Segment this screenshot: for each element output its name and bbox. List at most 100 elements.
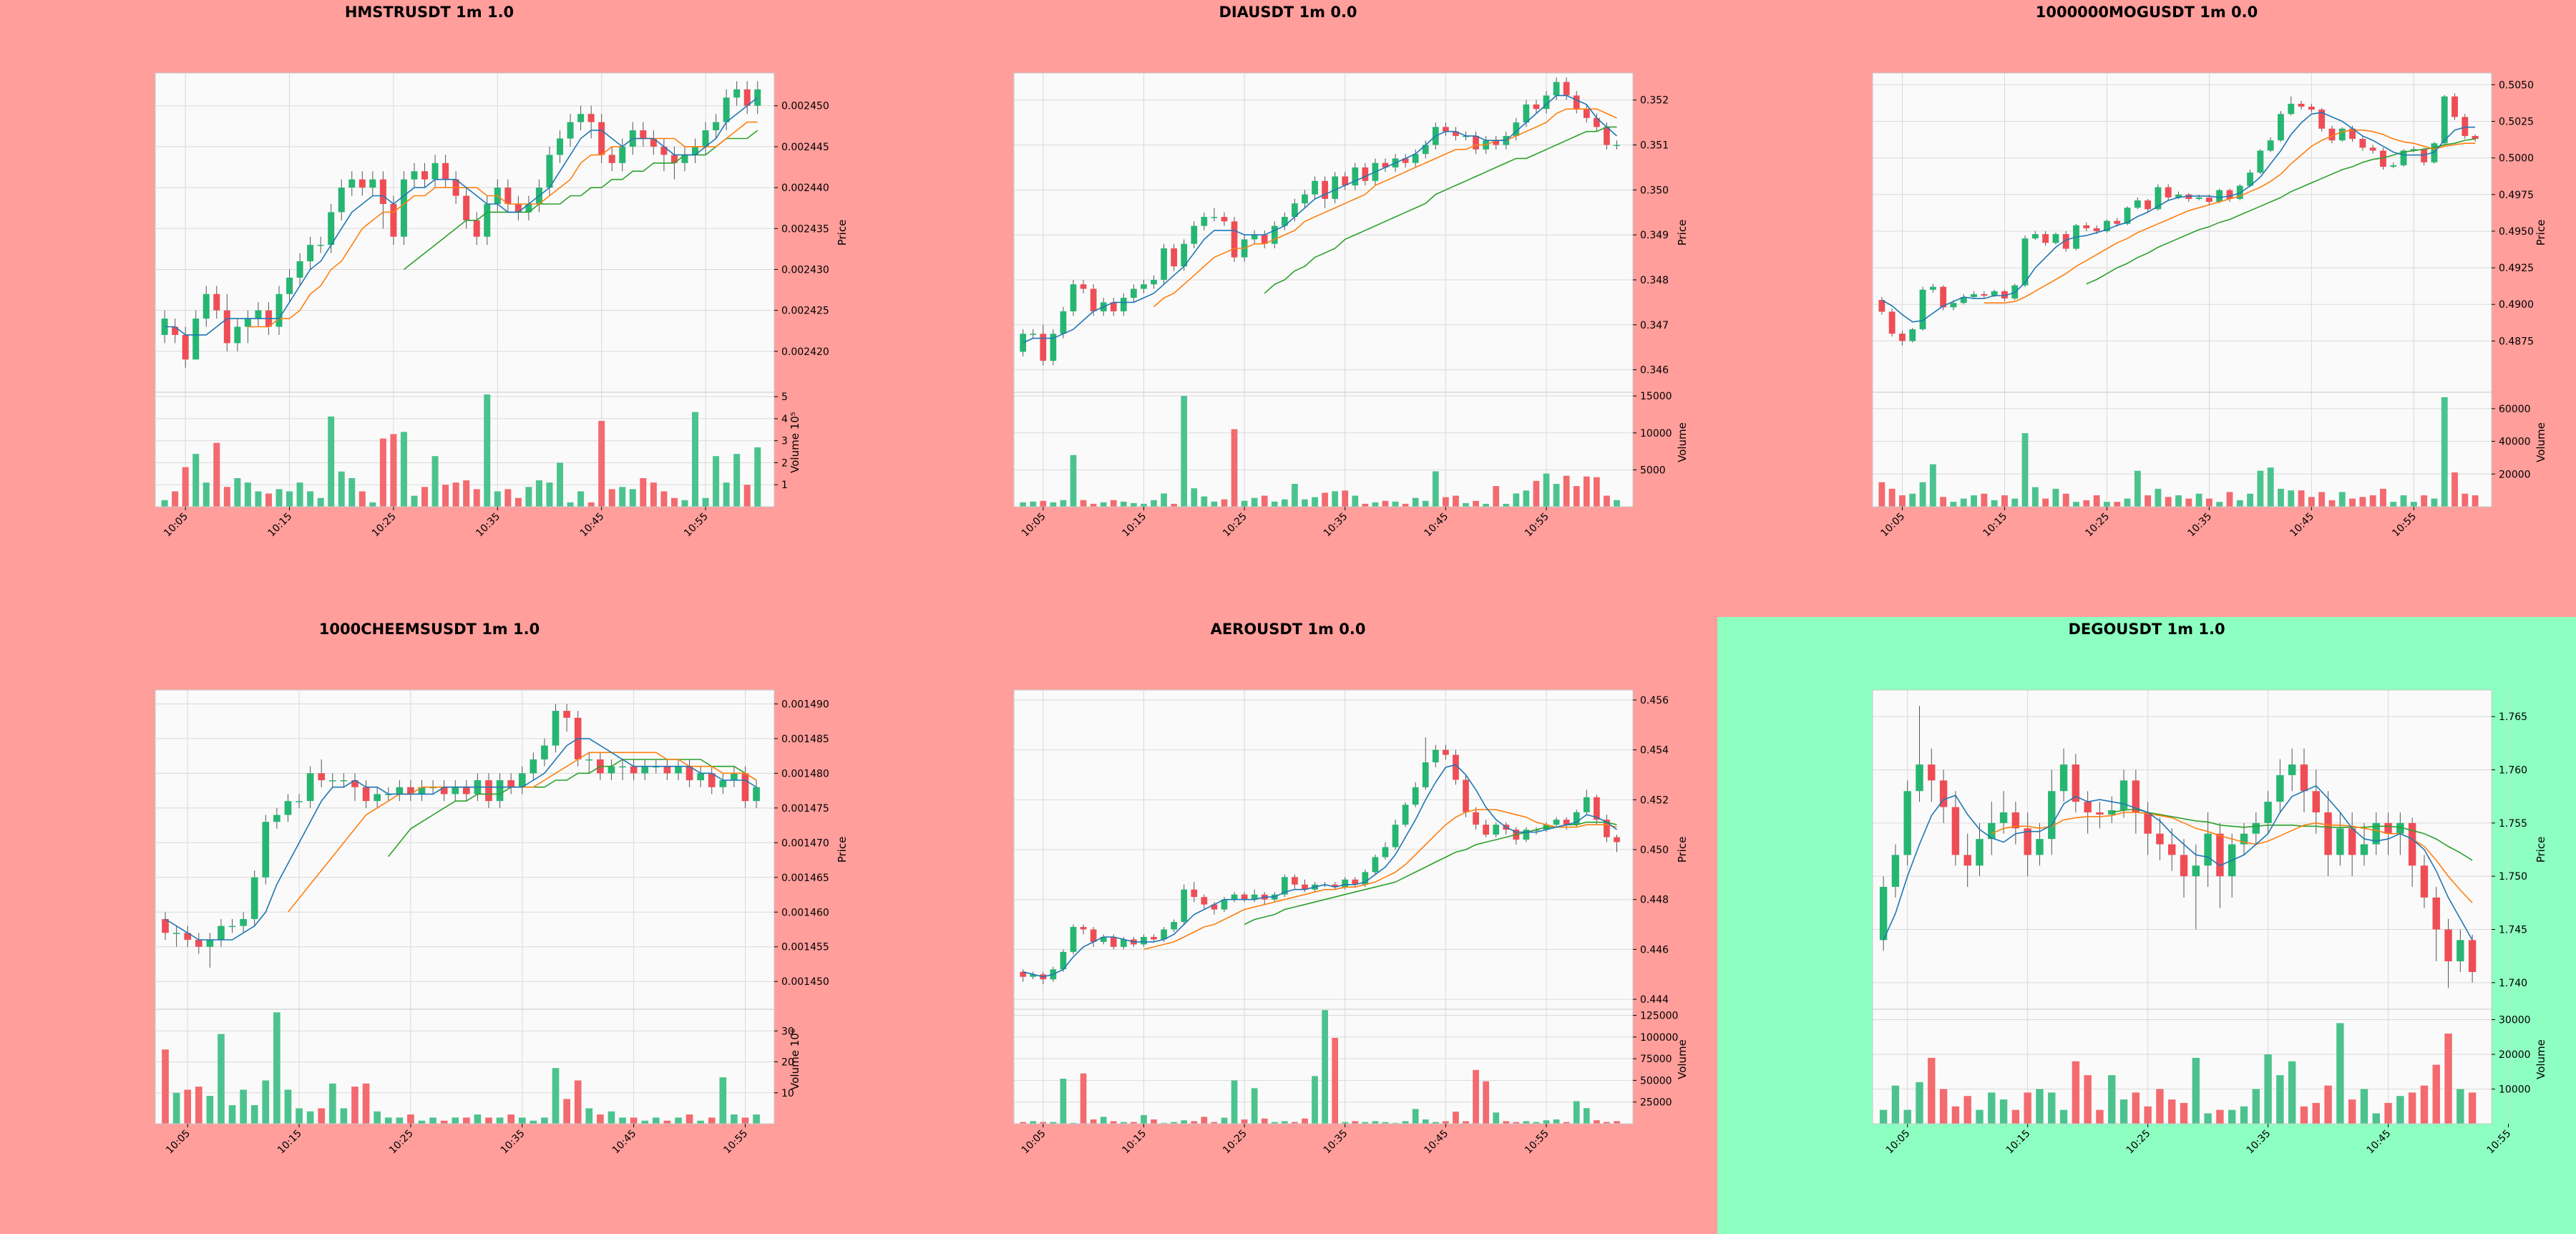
ma-slow-line — [1264, 126, 1617, 294]
candle-body — [2084, 802, 2092, 812]
volume-bar — [2298, 490, 2305, 507]
volume-bar — [702, 497, 709, 507]
candle-body — [213, 293, 220, 311]
vol-tick-label: 5 — [781, 392, 788, 403]
volume-axis-label: Volume 10⁶ — [789, 1029, 801, 1090]
x-tick-label: 10:45 — [2288, 511, 2316, 540]
y-tick-label: 0.002440 — [781, 183, 829, 194]
volume-bar — [1971, 495, 1977, 507]
x-tick-label: 10:05 — [1884, 1128, 1913, 1157]
volume-bar — [2390, 502, 2397, 507]
volume-bar — [262, 1080, 270, 1124]
volume-bar — [184, 1089, 192, 1124]
volume-bar — [2338, 492, 2346, 507]
volume-bar — [1281, 1121, 1288, 1124]
candle-body — [2384, 822, 2392, 834]
volume-bar — [2195, 493, 2202, 507]
volume-bar — [713, 456, 720, 507]
x-tick-label: 10:35 — [1322, 511, 1350, 540]
volume-bar — [2308, 497, 2315, 507]
volume-bar — [1312, 1076, 1318, 1124]
volume-bar — [1251, 1088, 1258, 1124]
candle-body — [557, 138, 564, 155]
volume-bar — [1100, 502, 1107, 507]
volume-bar — [1604, 495, 1610, 507]
volume-bar — [1919, 482, 1926, 507]
volume-bar — [1432, 1122, 1439, 1124]
volume-bar — [2380, 488, 2386, 507]
plot-frame — [1872, 689, 2492, 1124]
candle-body — [2011, 812, 2020, 829]
candle-body — [1362, 872, 1369, 885]
volume-bar — [1553, 1119, 1560, 1124]
volume-bar — [2036, 1089, 2044, 1124]
volume-bar — [1302, 499, 1308, 507]
volume-bar — [1573, 486, 1580, 507]
candle-body — [182, 334, 189, 360]
candle-body — [743, 89, 751, 106]
volume-bar — [358, 491, 366, 507]
volume-bar — [306, 1111, 314, 1124]
volume-bar — [1322, 1010, 1328, 1124]
candle-body — [2338, 128, 2346, 141]
candle-body — [563, 711, 570, 718]
volume-bar — [2451, 472, 2458, 507]
volume-bar — [1080, 500, 1087, 507]
candle-body — [2059, 764, 2068, 792]
volume-bar — [1221, 499, 1228, 507]
volume-bar — [2336, 1023, 2344, 1124]
x-tick-label: 10:45 — [1422, 1128, 1450, 1157]
volume-bar — [2132, 1092, 2140, 1124]
candle-body — [1201, 217, 1208, 226]
candle-body — [307, 245, 314, 262]
x-tick-label: 10:15 — [2004, 1128, 2033, 1157]
price-pane — [155, 73, 774, 392]
ma-fast-line — [1023, 764, 1617, 978]
volume-bar — [2328, 500, 2336, 507]
volume-bar — [223, 487, 230, 507]
y-axis-label: Price — [2534, 220, 2547, 246]
volume-bar — [1463, 1121, 1469, 1124]
x-tick-label: 10:35 — [474, 511, 502, 540]
candle-body — [195, 940, 203, 947]
y-tick-label: 0.4900 — [2499, 299, 2534, 311]
candle-body — [518, 773, 526, 787]
volume-bar — [2144, 1106, 2152, 1124]
volume-bar — [1422, 500, 1429, 507]
candle-body — [1120, 939, 1127, 947]
volume-bar — [1443, 1121, 1449, 1124]
candle-body — [686, 766, 693, 781]
candle-body — [1110, 936, 1117, 947]
volume-bar — [265, 493, 272, 507]
volume-bar — [525, 487, 532, 507]
volume-bar — [1372, 1121, 1379, 1124]
price-pane — [155, 690, 774, 1009]
volume-bar — [619, 487, 626, 507]
volume-bar — [708, 1117, 716, 1124]
volume-bar — [1402, 503, 1409, 507]
candle-body — [1533, 104, 1540, 110]
y-tick-label: 0.352 — [1640, 95, 1669, 107]
x-tick-label: 10:15 — [275, 1128, 304, 1157]
volume-bar — [1171, 503, 1177, 507]
volume-bar — [585, 1108, 593, 1124]
volume-bar — [530, 1120, 537, 1124]
volume-bar — [2204, 1113, 2212, 1124]
candle-body — [496, 780, 504, 802]
candle-body — [1888, 311, 1896, 334]
volume-bar — [1583, 1108, 1590, 1124]
volume-bar — [1543, 1120, 1550, 1124]
volume-bar — [1181, 396, 1188, 507]
y-axis-label: Price — [1676, 837, 1689, 863]
volume-bar — [1563, 1122, 1570, 1124]
volume-bar — [1960, 498, 1967, 507]
vol-tick-label: 10 — [781, 1088, 794, 1099]
y-axis-label: Price — [836, 220, 849, 246]
candle-body — [1312, 180, 1318, 195]
candle-body — [723, 97, 730, 122]
vol-tick-label: 20000 — [2499, 469, 2531, 480]
candle-body — [296, 801, 303, 802]
volume-bar — [162, 1049, 169, 1124]
candle-body — [598, 122, 605, 155]
